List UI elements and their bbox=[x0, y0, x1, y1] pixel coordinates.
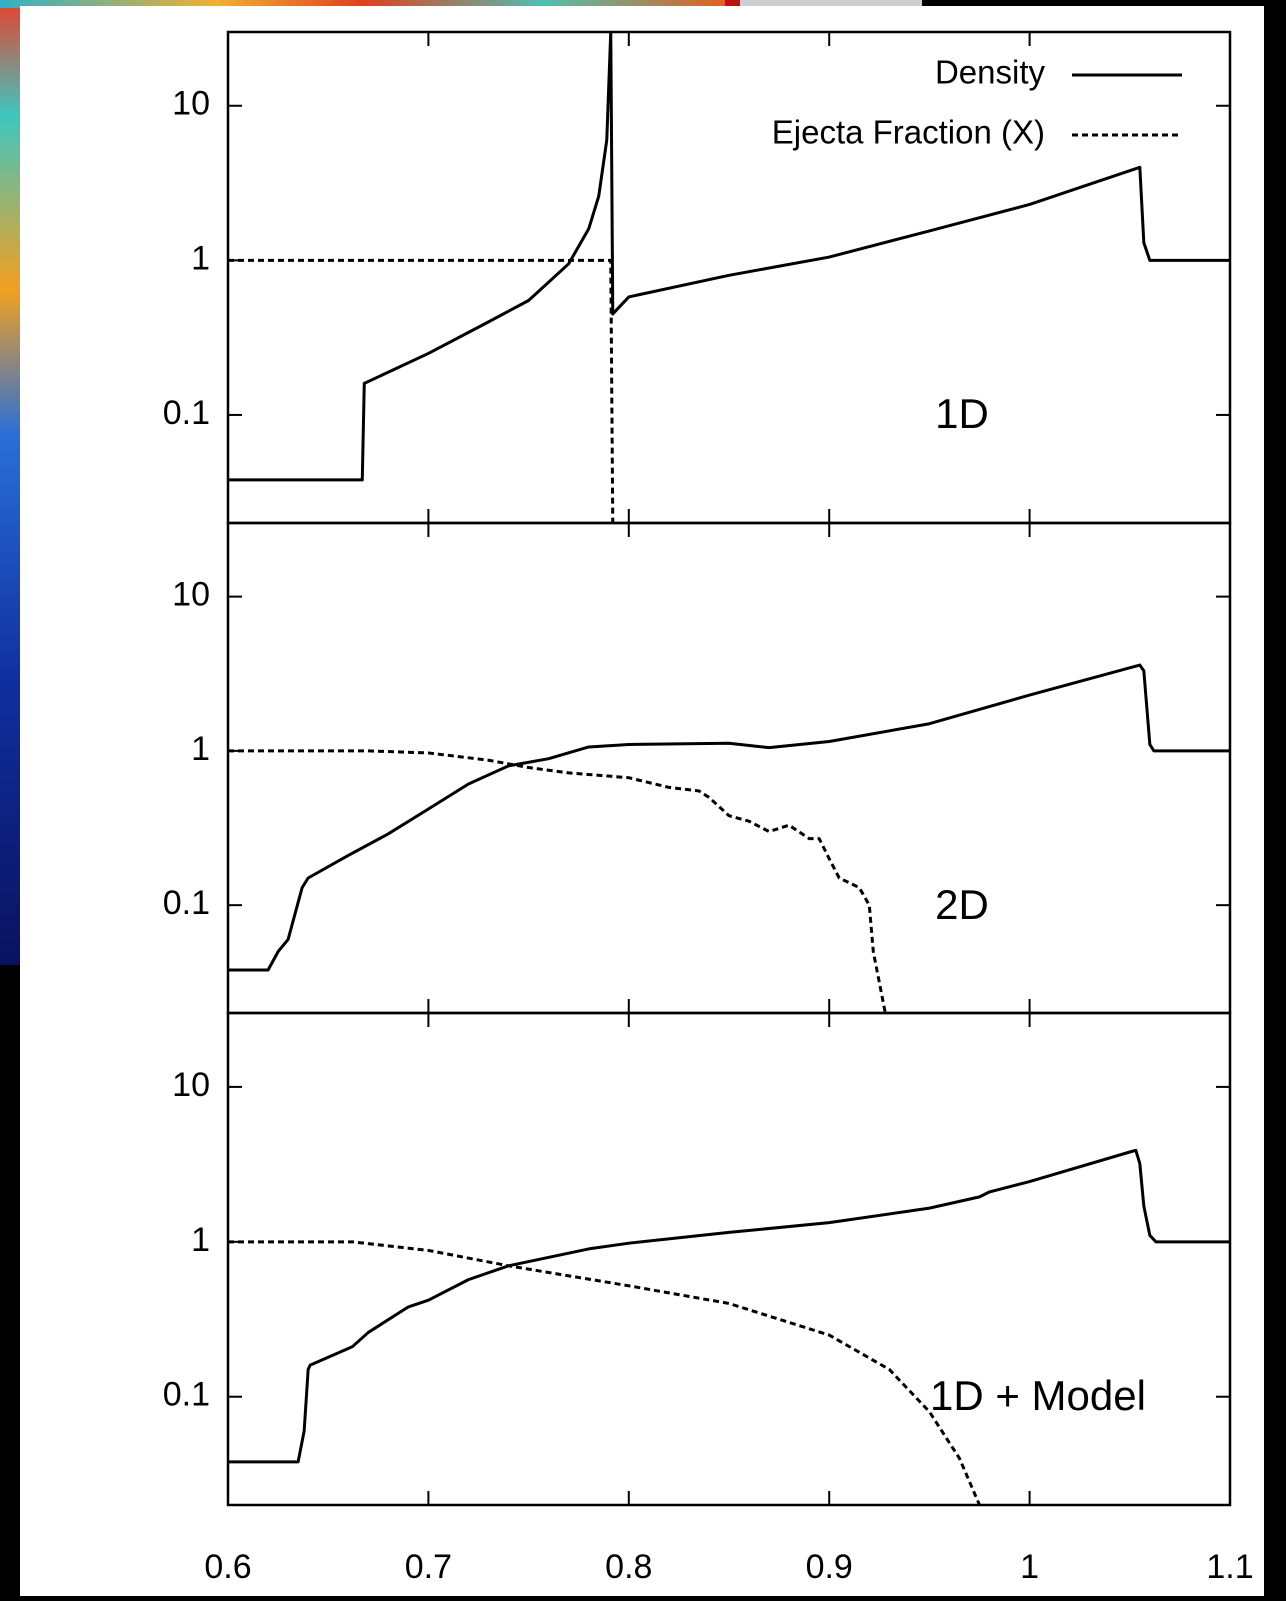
x-tick-label: 1.1 bbox=[1206, 1548, 1253, 1586]
x-tick-label: 0.8 bbox=[605, 1548, 652, 1586]
x-tick-label: 0.9 bbox=[806, 1548, 853, 1586]
y-tick-label: 10 bbox=[172, 1066, 210, 1104]
y-tick-label: 10 bbox=[172, 85, 210, 123]
y-tick-label: 1 bbox=[191, 730, 210, 768]
panel-label: 1D bbox=[935, 390, 989, 437]
y-tick-label: 0.1 bbox=[163, 884, 210, 922]
simulation-strip bbox=[0, 0, 22, 965]
x-tick-label: 0.6 bbox=[204, 1548, 251, 1586]
y-tick-label: 0.1 bbox=[163, 394, 210, 432]
legend-label: Density bbox=[935, 54, 1046, 91]
panel-label: 1D + Model bbox=[930, 1372, 1146, 1419]
legend-label: Ejecta Fraction (X) bbox=[772, 114, 1045, 151]
chart: 0.11101DDensityEjecta Fraction (X)0.1110… bbox=[0, 0, 1286, 1596]
y-tick-label: 10 bbox=[172, 576, 210, 614]
x-tick-label: 1 bbox=[1020, 1548, 1039, 1586]
y-tick-label: 0.1 bbox=[163, 1376, 210, 1414]
y-tick-label: 1 bbox=[191, 239, 210, 277]
page: {"chart_data": [ {"type": "line", "annot… bbox=[0, 0, 1286, 1596]
x-tick-label: 0.7 bbox=[405, 1548, 452, 1586]
panel-label: 2D bbox=[935, 881, 989, 928]
y-tick-label: 1 bbox=[191, 1221, 210, 1259]
